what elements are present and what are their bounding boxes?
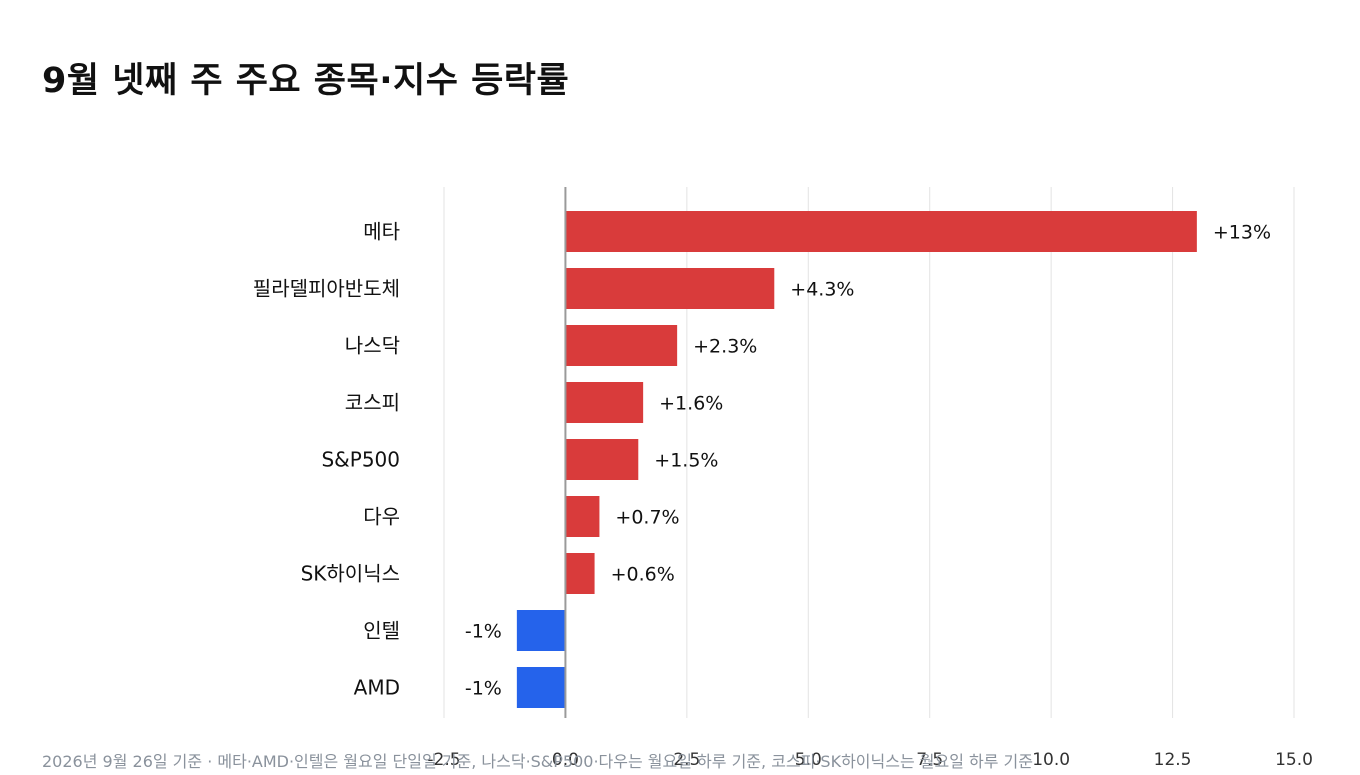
data-label: +2.3%	[693, 336, 757, 358]
bar	[565, 553, 595, 594]
category-label: 나스닥	[345, 334, 400, 358]
bar	[565, 382, 644, 423]
category-label: 필라델피아반도체	[253, 277, 400, 301]
category-label: S&P500	[321, 448, 400, 472]
data-label: -1%	[465, 621, 502, 643]
bar	[565, 268, 775, 309]
x-tick-label: 0.0	[552, 750, 579, 770]
bar	[565, 496, 600, 537]
x-tick-label: -2.5	[427, 750, 460, 770]
x-tick-label: 7.5	[916, 750, 943, 770]
bar	[565, 325, 678, 366]
category-label: 인텔	[363, 619, 400, 643]
data-label: +0.6%	[611, 564, 675, 586]
data-label: +0.7%	[615, 507, 679, 529]
data-label: +4.3%	[790, 279, 854, 301]
bar	[565, 211, 1197, 252]
category-label: 메타	[363, 220, 400, 244]
data-label: +13%	[1213, 222, 1271, 244]
bar	[516, 667, 566, 708]
x-tick-label: 2.5	[673, 750, 700, 770]
data-label: +1.6%	[659, 393, 723, 415]
category-label: AMD	[354, 676, 400, 700]
bars	[516, 211, 1197, 708]
category-label: SK하이닉스	[301, 562, 400, 586]
footnote: 2026년 9월 26일 기준 · 메타·AMD·인텔은 월요일 단일일 기준,…	[42, 752, 1033, 771]
x-tick-label: 12.5	[1154, 750, 1192, 770]
data-label: -1%	[465, 678, 502, 700]
x-tick-label: 10.0	[1032, 750, 1070, 770]
bar	[516, 610, 566, 651]
x-tick-labels: -2.5 0.0 2.5 5.0 7.5 10.0 12.5 15.0	[427, 750, 1313, 770]
data-label: +1.5%	[654, 450, 718, 472]
chart-title: 9월 넷째 주 주요 종목·지수 등락률	[42, 61, 570, 101]
category-label: 다우	[363, 505, 400, 529]
x-tick-label: 15.0	[1275, 750, 1313, 770]
bar	[565, 439, 639, 480]
category-label: 코스피	[345, 391, 400, 415]
value-labels: +13% +4.3% +2.3% +1.6% +1.5% +0.7% +0.6% -1% -1%	[465, 222, 1271, 700]
x-tick-label: 5.0	[795, 750, 822, 770]
